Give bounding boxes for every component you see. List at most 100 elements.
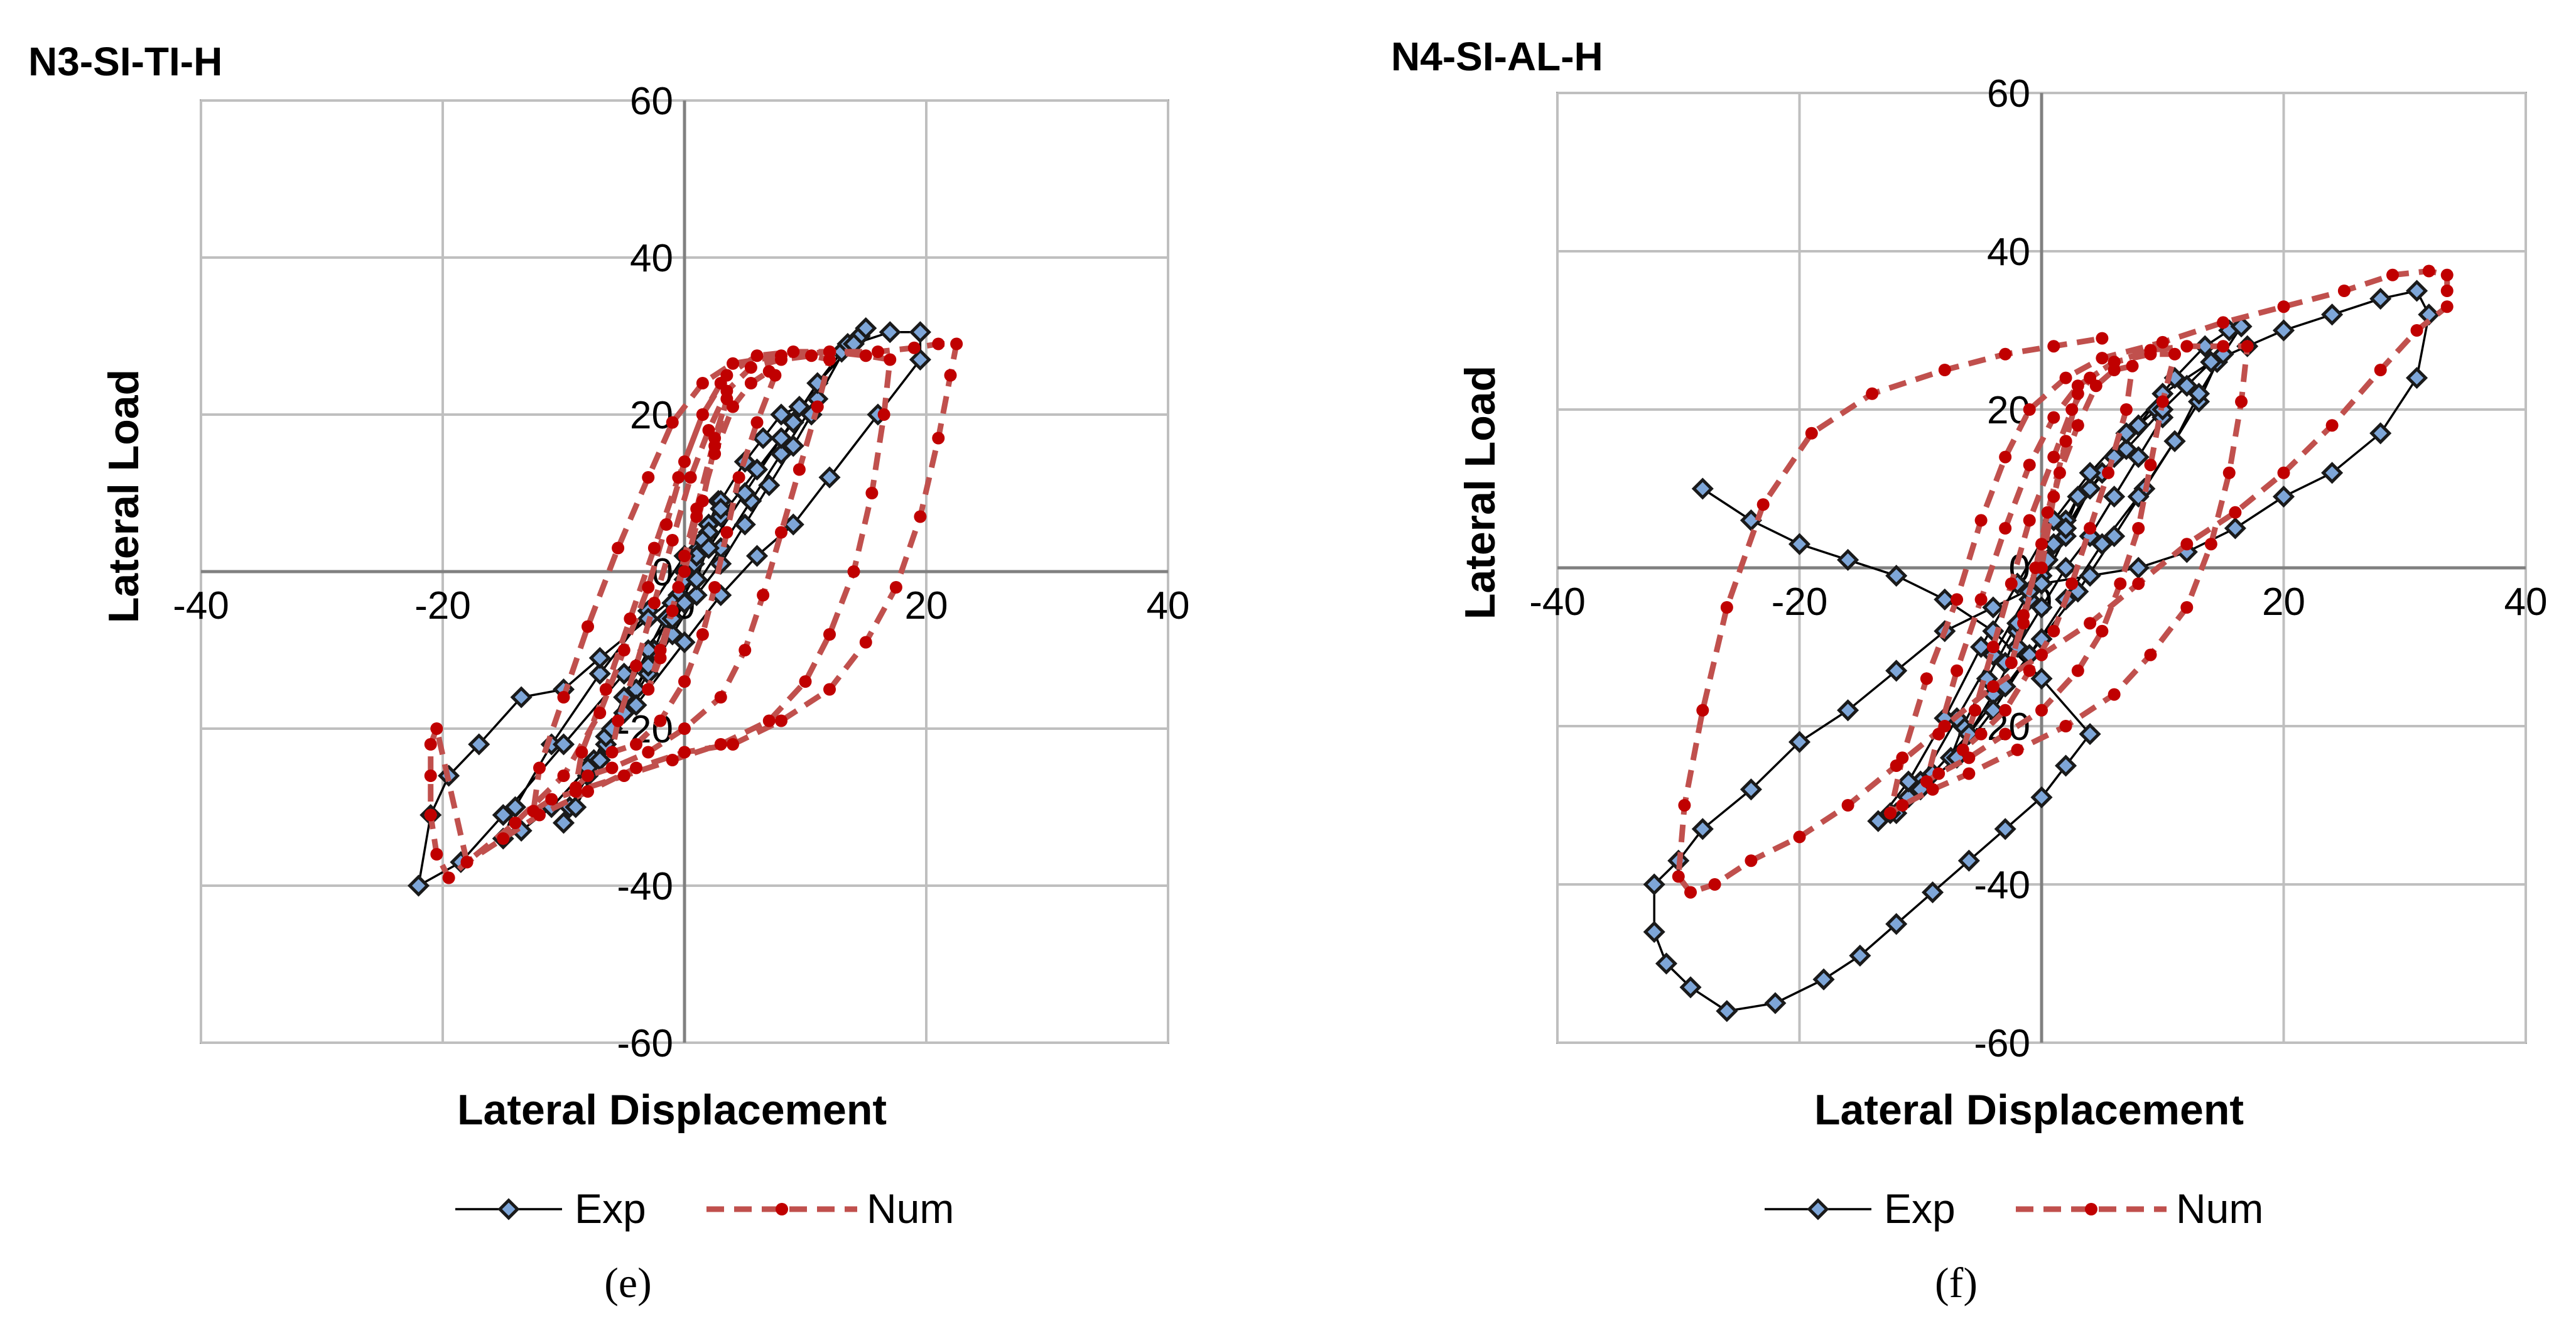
exp-data-point <box>758 474 781 497</box>
exp-data-point <box>733 482 756 504</box>
num-data-point <box>430 848 443 861</box>
exp-data-point <box>733 513 756 536</box>
exp-data-point <box>1679 976 1702 999</box>
exp-data-point <box>879 321 901 344</box>
num-data-point <box>2325 419 2339 432</box>
num-data-point <box>2071 419 2084 432</box>
num-data-point <box>2005 656 2018 670</box>
chart-panel-f: N4-SI-AL-H-40-2002040-60-40-200204060Lat… <box>1391 34 2547 1307</box>
panel-caption: (e) <box>604 1259 651 1307</box>
num-data-point <box>2410 324 2423 337</box>
num-data-point <box>2277 466 2290 479</box>
exp-data-point <box>673 592 696 614</box>
legend-exp-label: Exp <box>575 1185 646 1232</box>
chart-panel-e: N3-SI-TI-H-40-2002040-60-40-200204060Lat… <box>28 39 1189 1307</box>
num-data-point <box>690 510 703 523</box>
num-data-point <box>2047 411 2060 424</box>
exp-data-point <box>909 348 931 371</box>
num-data-point <box>2071 664 2084 677</box>
exp-data-point <box>1897 770 1920 793</box>
exp-data-point <box>468 733 490 756</box>
num-data-point <box>1866 387 1879 400</box>
exp-data-point <box>1788 731 1811 753</box>
exp-data-point <box>2067 486 2089 508</box>
exp-data-point <box>2175 374 2198 397</box>
exp-data-point <box>1655 952 1678 975</box>
exp-data-point <box>2055 754 2077 777</box>
exp-data-point <box>2079 723 2101 746</box>
num-data-point <box>1684 886 1697 899</box>
exp-data-point <box>2091 533 2113 555</box>
y-axis-title: Lateral Load <box>100 369 148 623</box>
num-data-point <box>605 761 619 774</box>
exp-data-point <box>2230 315 2253 338</box>
exp-data-point <box>552 733 575 756</box>
x-tick-label: 20 <box>905 584 948 628</box>
num-data-point <box>2047 624 2060 638</box>
x-tick-label: 40 <box>1147 584 1190 628</box>
num-data-point <box>2144 459 2157 472</box>
num-data-point <box>1926 783 1939 796</box>
num-data-point <box>2422 264 2435 278</box>
exp-data-point <box>2042 533 2065 555</box>
num-data-point <box>2440 300 2454 313</box>
exp-data-point <box>588 646 611 670</box>
num-data-point <box>2023 459 2036 472</box>
num-data-point <box>672 471 685 484</box>
exp-data-point <box>673 631 696 654</box>
num-data-point <box>2011 743 2024 756</box>
exp-data-point <box>782 435 804 457</box>
num-data-point <box>2005 577 2018 590</box>
num-data-point <box>2119 403 2133 416</box>
num-data-point <box>1986 641 2000 653</box>
num-data-point <box>739 644 752 656</box>
num-data-point <box>1962 767 1976 780</box>
exp-data-point <box>2272 486 2295 508</box>
exp-data-point <box>2127 414 2150 437</box>
num-data-point <box>630 660 642 672</box>
num-data-point <box>1951 664 1964 677</box>
exp-data-point <box>1885 660 1908 682</box>
num-data-point <box>460 856 474 869</box>
num-data-point <box>2241 340 2254 353</box>
exp-data-point <box>1994 818 2016 840</box>
exp-data-point <box>2030 572 2053 595</box>
exp-data-point <box>818 466 841 489</box>
num-data-point <box>944 369 957 382</box>
num-data-point <box>424 769 437 782</box>
exp-data-point <box>2163 430 2186 452</box>
exp-data-point <box>855 317 877 340</box>
exp-data-point <box>2127 557 2150 579</box>
num-data-point <box>678 675 691 688</box>
exp-data-point <box>782 411 804 434</box>
exp-data-point <box>2321 462 2344 484</box>
exp-data-point <box>1740 778 1762 801</box>
num-data-point <box>497 832 510 845</box>
num-data-point <box>1793 830 1806 844</box>
num-data-point <box>2217 316 2230 329</box>
y-tick-label: 40 <box>630 237 673 280</box>
exp-data-point <box>782 513 804 536</box>
exp-data-point <box>1788 533 1811 555</box>
num-data-point <box>2374 364 2387 376</box>
num-data-point <box>612 714 625 727</box>
exp-data-point <box>1716 1000 1738 1023</box>
num-data-point <box>1962 751 1976 764</box>
exp-data-point <box>2115 422 2138 445</box>
num-data-point <box>678 565 691 578</box>
num-data-point <box>2132 577 2145 590</box>
exp-data-point <box>2079 462 2101 484</box>
num-data-point <box>750 349 764 362</box>
num-data-point <box>678 455 691 468</box>
num-data-point <box>787 345 800 358</box>
chart-title: N4-SI-AL-H <box>1391 34 1603 79</box>
num-data-point <box>2180 340 2194 353</box>
num-data-point <box>2047 490 2060 503</box>
num-data-point <box>2053 466 2066 479</box>
num-data-point <box>775 526 787 539</box>
num-data-point <box>775 349 787 362</box>
exp-data-point <box>2127 446 2150 469</box>
x-tick-label: 40 <box>2504 580 2548 624</box>
num-data-point <box>811 400 824 413</box>
